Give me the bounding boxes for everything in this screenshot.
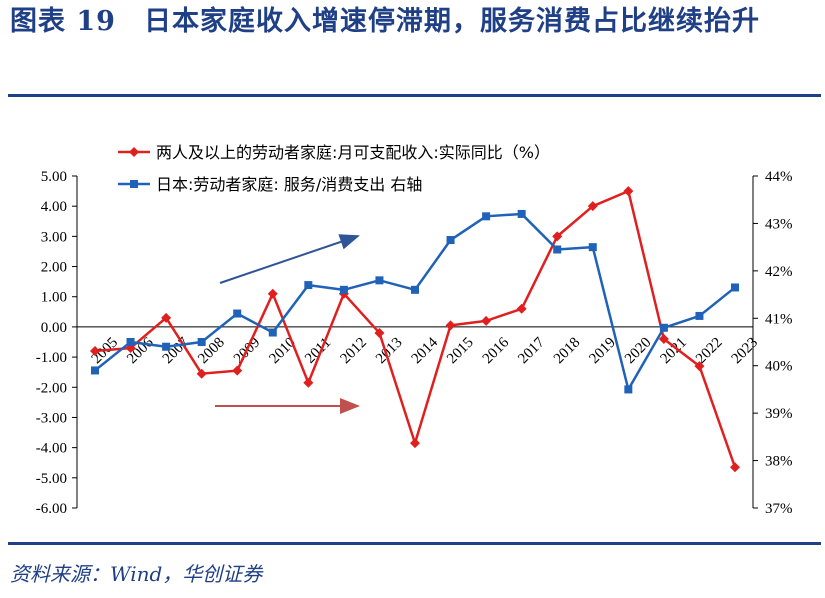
x-tick-label: 2019 bbox=[586, 335, 619, 368]
service-point bbox=[197, 338, 206, 346]
income-point bbox=[303, 377, 314, 388]
service-point bbox=[517, 209, 526, 218]
left-tick-label: -3.00 bbox=[36, 410, 67, 426]
trend-arrows bbox=[215, 234, 360, 414]
left-tick-label: -1.00 bbox=[36, 350, 67, 366]
left-tick-label: 5.00 bbox=[41, 169, 67, 185]
income-point bbox=[516, 303, 527, 314]
income-point bbox=[374, 327, 385, 338]
x-tick-label: 2017 bbox=[515, 334, 548, 367]
right-tick-label: 44% bbox=[765, 169, 793, 185]
footer-divider bbox=[8, 542, 821, 545]
chart-legend: 两人及以上的劳动者家庭:月可支配收入:实际同比（%） 日本:劳动者家庭: 服务/消… bbox=[118, 143, 550, 194]
chart-series bbox=[90, 186, 740, 473]
right-tick-label: 40% bbox=[765, 359, 793, 375]
legend-label: 日本:劳动者家庭: 服务/消费支出 右轴 bbox=[156, 175, 422, 194]
x-tick-label: 2014 bbox=[409, 334, 442, 367]
right-tick-label: 43% bbox=[765, 216, 793, 232]
x-tick-label: 2018 bbox=[551, 335, 584, 368]
legend-marker bbox=[129, 147, 139, 157]
left-tick-label: 2.00 bbox=[41, 260, 67, 276]
right-tick-label: 39% bbox=[765, 406, 793, 422]
x-tick-label: 2011 bbox=[302, 335, 334, 367]
income-point bbox=[161, 312, 172, 323]
income-point bbox=[90, 346, 100, 357]
right-tick-label: 41% bbox=[765, 311, 793, 327]
x-tick-label: 2010 bbox=[266, 335, 299, 368]
service-point bbox=[126, 338, 135, 346]
title-divider bbox=[8, 94, 821, 97]
service-point bbox=[411, 285, 419, 294]
income-point bbox=[445, 320, 456, 331]
figure-title: 图表 19 日本家庭收入增速停滞期，服务消费占比继续抬升 bbox=[10, 6, 760, 37]
x-tick-label: 2012 bbox=[338, 335, 371, 368]
income-point bbox=[658, 333, 669, 344]
service-point bbox=[624, 385, 633, 394]
service-point bbox=[695, 311, 704, 320]
right-tick-label: 38% bbox=[765, 454, 793, 470]
x-tick-label: 2016 bbox=[480, 334, 513, 367]
left-tick-label: -5.00 bbox=[36, 471, 67, 487]
service-point bbox=[446, 236, 455, 245]
service-point bbox=[659, 323, 668, 332]
income-point bbox=[623, 186, 634, 197]
income-point bbox=[552, 231, 563, 242]
service-point bbox=[553, 245, 562, 254]
x-tick-label: 2015 bbox=[444, 335, 477, 368]
series-income bbox=[90, 186, 740, 473]
upward-trend-arrow bbox=[219, 234, 360, 284]
left-tick-label: 4.00 bbox=[41, 199, 67, 215]
income-growth-line bbox=[94, 189, 737, 468]
left-tick-label: 1.00 bbox=[41, 290, 67, 306]
income-point bbox=[587, 201, 598, 212]
income-point bbox=[481, 315, 492, 326]
left-tick-label: -2.00 bbox=[36, 380, 67, 396]
right-tick-label: 37% bbox=[765, 501, 793, 517]
service-point bbox=[482, 212, 491, 221]
service-point bbox=[233, 309, 242, 318]
left-tick-label: 0.00 bbox=[41, 320, 67, 336]
service-point bbox=[375, 276, 384, 285]
chart-axes: 5.00 4.00 3.00 2.00 1.00 0.00 -1.00 -2.00 -3.00 -… bbox=[36, 169, 793, 517]
left-tick-label: 3.00 bbox=[41, 229, 67, 245]
service-point bbox=[304, 281, 313, 290]
service-point bbox=[91, 366, 99, 375]
left-tick-label: -6.00 bbox=[36, 501, 67, 517]
income-point bbox=[694, 361, 705, 372]
income-point bbox=[196, 368, 207, 379]
service-point bbox=[339, 285, 348, 294]
service-point bbox=[268, 328, 277, 337]
legend-marker bbox=[130, 180, 138, 188]
right-tick-label: 42% bbox=[765, 264, 793, 280]
service-point bbox=[588, 243, 597, 252]
source-note: 资料来源：Wind，华创证券 bbox=[10, 562, 263, 586]
series-service bbox=[91, 209, 739, 394]
income-point bbox=[232, 365, 243, 376]
service-point bbox=[162, 342, 171, 351]
x-tick-label: 2023 bbox=[729, 335, 762, 368]
x-tick-label: 2022 bbox=[693, 335, 726, 368]
legend-label: 两人及以上的劳动者家庭:月可支配收入:实际同比（%） bbox=[156, 143, 550, 162]
left-tick-label: -4.00 bbox=[36, 441, 67, 457]
income-point bbox=[410, 438, 420, 449]
service-point bbox=[731, 283, 739, 292]
income-point bbox=[267, 288, 278, 299]
income-point bbox=[730, 462, 740, 473]
